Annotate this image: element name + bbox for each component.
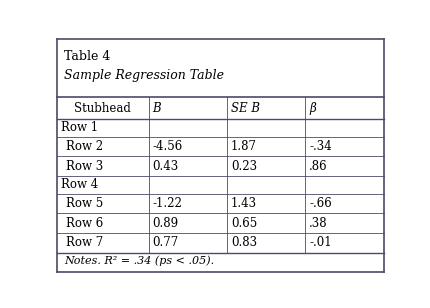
Text: -.01: -.01 (309, 237, 332, 249)
Text: 0.43: 0.43 (153, 160, 179, 173)
Text: Row 6: Row 6 (66, 217, 104, 230)
Text: 0.83: 0.83 (231, 237, 257, 249)
Text: 0.23: 0.23 (231, 160, 257, 173)
Text: Row 7: Row 7 (66, 237, 104, 249)
Text: Sample Regression Table: Sample Regression Table (64, 69, 224, 82)
Text: β: β (309, 102, 316, 115)
Text: Row 3: Row 3 (66, 160, 104, 173)
Text: Stubhead: Stubhead (74, 102, 131, 115)
Text: .38: .38 (309, 217, 328, 230)
Text: 0.77: 0.77 (153, 237, 179, 249)
Text: Row 1: Row 1 (61, 121, 98, 134)
Text: -4.56: -4.56 (153, 140, 183, 153)
Text: 1.43: 1.43 (231, 197, 257, 210)
Text: 1.87: 1.87 (231, 140, 257, 153)
Text: B: B (153, 102, 161, 115)
Text: -1.22: -1.22 (153, 197, 182, 210)
Text: Row 5: Row 5 (66, 197, 104, 210)
Text: Row 4: Row 4 (61, 178, 98, 192)
Text: 0.89: 0.89 (153, 217, 178, 230)
Text: -.66: -.66 (309, 197, 332, 210)
Text: -.34: -.34 (309, 140, 332, 153)
Text: SE B: SE B (231, 102, 260, 115)
Text: 0.65: 0.65 (231, 217, 257, 230)
Text: Table 4: Table 4 (64, 50, 110, 63)
Text: Notes. R² = .34 (ps < .05).: Notes. R² = .34 (ps < .05). (64, 256, 214, 266)
Text: Row 2: Row 2 (66, 140, 104, 153)
Text: .86: .86 (309, 160, 328, 173)
